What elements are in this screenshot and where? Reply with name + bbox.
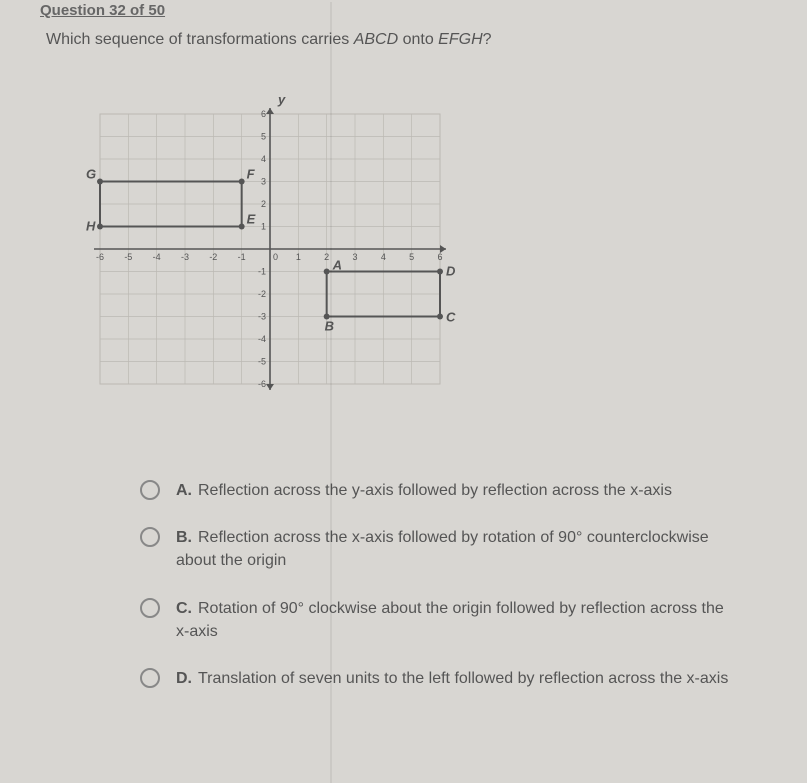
choice-d-text: D. Translation of seven units to the left… [176, 667, 728, 690]
svg-text:2: 2 [261, 199, 266, 209]
radio-c[interactable] [140, 598, 160, 618]
choice-a-text: A. Reflection across the y-axis followed … [176, 479, 672, 502]
svg-text:H: H [86, 219, 96, 234]
graph-svg: y-6-5-4-3-2-10123456123456-1-2-3-4-5-6AB… [70, 84, 470, 414]
prompt-efgh: EFGH [438, 31, 482, 48]
coordinate-graph: y-6-5-4-3-2-10123456123456-1-2-3-4-5-6AB… [70, 84, 767, 419]
prompt-abcd: ABCD [354, 31, 398, 48]
svg-text:-4: -4 [258, 334, 266, 344]
choice-b-text: B.Reflection across the x-axis followed … [176, 526, 740, 572]
svg-text:4: 4 [381, 252, 386, 262]
radio-b[interactable] [140, 527, 160, 547]
svg-text:5: 5 [409, 252, 414, 262]
radio-a[interactable] [140, 480, 160, 500]
svg-text:-2: -2 [258, 289, 266, 299]
svg-text:-1: -1 [238, 252, 246, 262]
choice-c[interactable]: C.Rotation of 90° clockwise about the or… [140, 597, 740, 643]
prompt-post: ? [483, 31, 492, 48]
answer-choices: A. Reflection across the y-axis followed … [140, 479, 740, 690]
svg-text:2: 2 [324, 252, 329, 262]
svg-text:6: 6 [261, 109, 266, 119]
choice-d-letter: D. [176, 670, 192, 687]
svg-text:-2: -2 [209, 252, 217, 262]
svg-text:4: 4 [261, 154, 266, 164]
question-header: Question 32 of 50 [40, 2, 767, 19]
prompt-mid: onto [398, 31, 438, 48]
svg-text:C: C [446, 310, 456, 325]
svg-text:1: 1 [296, 252, 301, 262]
svg-text:-6: -6 [258, 379, 266, 389]
choice-a-body: Reflection across the y-axis followed by… [198, 482, 672, 499]
choice-a-letter: A. [176, 482, 192, 499]
svg-text:y: y [277, 92, 286, 107]
svg-text:G: G [86, 167, 96, 182]
page-container: Question 32 of 50 Which sequence of tran… [0, 2, 807, 690]
svg-text:F: F [247, 167, 256, 182]
choice-c-letter: C. [176, 600, 192, 617]
svg-text:-5: -5 [258, 357, 266, 367]
choice-b-body: Reflection across the x-axis followed by… [176, 529, 709, 569]
page-fold-shadow [330, 2, 332, 783]
svg-text:-3: -3 [258, 312, 266, 322]
choice-b-letter: B. [176, 529, 192, 546]
svg-text:-4: -4 [153, 252, 161, 262]
svg-text:A: A [332, 258, 342, 273]
prompt-pre: Which sequence of transformations carrie… [46, 31, 354, 48]
choice-b[interactable]: B.Reflection across the x-axis followed … [140, 526, 740, 572]
svg-text:-3: -3 [181, 252, 189, 262]
svg-text:E: E [247, 212, 256, 227]
svg-text:3: 3 [261, 177, 266, 187]
svg-text:1: 1 [261, 222, 266, 232]
choice-a[interactable]: A. Reflection across the y-axis followed … [140, 479, 740, 502]
choice-d-body: Translation of seven units to the left f… [198, 670, 728, 687]
svg-text:-1: -1 [258, 267, 266, 277]
svg-text:D: D [446, 264, 456, 279]
question-prompt: Which sequence of transformations carrie… [46, 31, 767, 49]
svg-text:-5: -5 [124, 252, 132, 262]
choice-c-text: C.Rotation of 90° clockwise about the or… [176, 597, 740, 643]
svg-text:-6: -6 [96, 252, 104, 262]
choice-c-body: Rotation of 90° clockwise about the orig… [176, 600, 724, 640]
radio-d[interactable] [140, 668, 160, 688]
choice-d[interactable]: D. Translation of seven units to the left… [140, 667, 740, 690]
svg-text:3: 3 [352, 252, 357, 262]
svg-text:0: 0 [273, 252, 278, 262]
svg-text:6: 6 [437, 252, 442, 262]
svg-text:5: 5 [261, 132, 266, 142]
